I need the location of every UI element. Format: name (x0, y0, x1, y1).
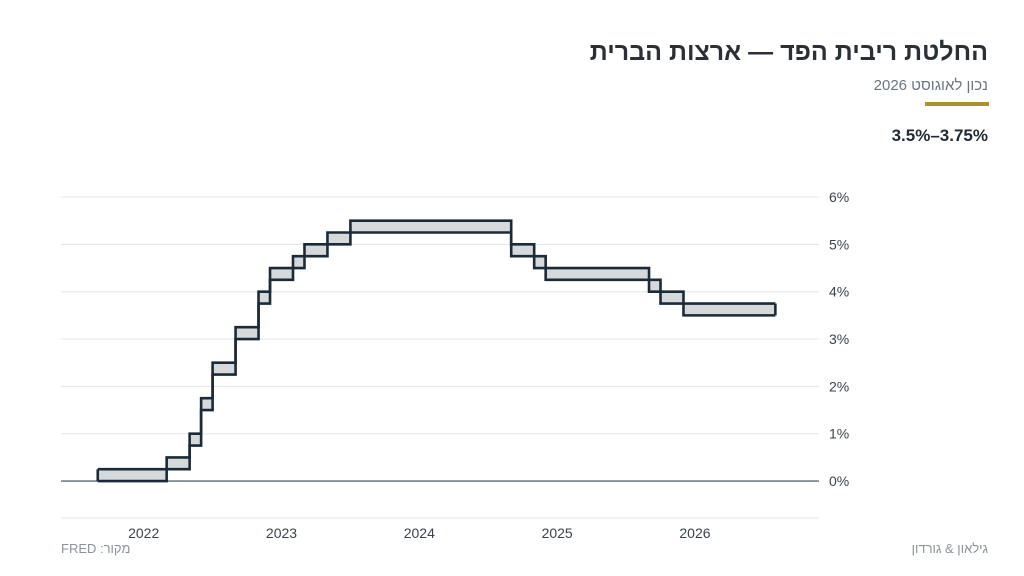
rate-band-segment (304, 244, 328, 257)
x-tick-label: 2024 (404, 525, 435, 541)
grid-layer (61, 196, 819, 519)
page-subtitle: נכון לאוגוסט 2026 (873, 77, 988, 94)
y-tick-label: 1% (829, 426, 849, 442)
current-rate-value: 3.5%–3.75% (891, 126, 988, 145)
rate-band-segment (511, 244, 535, 257)
x-tick-label: 2026 (679, 525, 710, 541)
rate-band-segment (166, 457, 190, 470)
band-layer (97, 220, 776, 482)
rate-band-segment (683, 303, 776, 316)
rate-band-segment (292, 256, 305, 269)
rate-band-segment (534, 256, 546, 269)
rate-band-segment (258, 291, 271, 304)
rate-band-segment (97, 469, 167, 482)
rate-band-segment (189, 433, 202, 446)
upper-bound-line (97, 219, 776, 471)
accent-underline (925, 102, 989, 106)
rate-band-segment (350, 220, 512, 233)
rate-band-segment (270, 268, 293, 280)
source-note: מקור: FRED (61, 541, 131, 556)
rate-band-segment (201, 398, 213, 411)
y-tick-label: 5% (829, 236, 849, 252)
brand-label: גילאון & גורדון (911, 541, 988, 556)
rate-band-segment (649, 279, 661, 292)
rate-band-segment (660, 291, 684, 304)
y-tick-label: 0% (829, 473, 849, 489)
x-tick-label: 2025 (542, 525, 573, 541)
tick-layer: 0% 1% 2% 3% 4% 5% 6% 2022 2023 2024 2025 2026 (128, 189, 849, 541)
y-tick-label: 3% (829, 331, 849, 347)
x-tick-label: 2023 (266, 525, 297, 541)
rate-band-segment (545, 268, 650, 280)
page-title: החלטת ריבית הפד — ארצות הברית (589, 38, 988, 66)
x-tick-label: 2022 (128, 525, 159, 541)
line-layer (96, 219, 777, 483)
rate-band-segment (327, 232, 351, 245)
rate-band-segment (212, 362, 236, 375)
y-tick-label: 2% (829, 378, 849, 394)
lower-bound-line (97, 231, 776, 483)
y-tick-label: 6% (829, 189, 849, 205)
y-tick-label: 4% (829, 284, 849, 300)
rate-band-segment (235, 327, 259, 340)
